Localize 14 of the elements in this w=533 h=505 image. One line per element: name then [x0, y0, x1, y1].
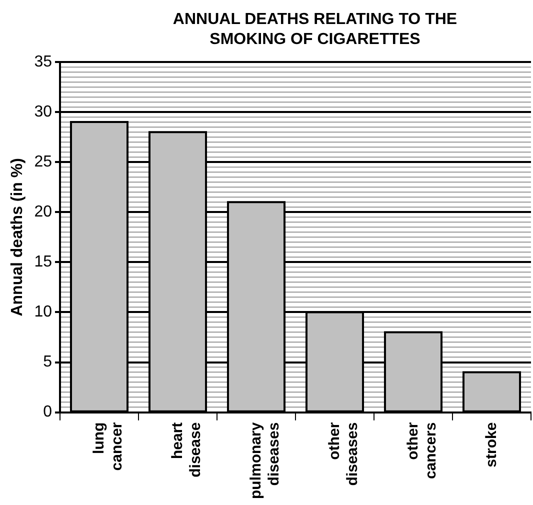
y-tick-label: 25: [34, 154, 52, 170]
y-tick-label: 15: [34, 254, 52, 271]
y-axis-title: Annual deaths (in %): [9, 158, 26, 316]
y-tick-label: 5: [43, 354, 52, 371]
y-tick-label: 30: [34, 103, 52, 120]
y-tick-label: 0: [43, 404, 52, 421]
x-tick-label: other cancers: [404, 422, 440, 480]
x-tick-label: heart disease: [168, 422, 204, 478]
chart-title: ANNUAL DEATHS RELATING TO THE SMOKING OF CIGARETTES: [172, 10, 458, 50]
y-tick-label: 20: [34, 204, 52, 221]
x-tick-label: lung cancer: [90, 422, 126, 471]
y-tick-label: 35: [34, 53, 52, 70]
x-tick-label: stroke: [482, 422, 500, 468]
y-tick-label: 10: [34, 304, 52, 321]
